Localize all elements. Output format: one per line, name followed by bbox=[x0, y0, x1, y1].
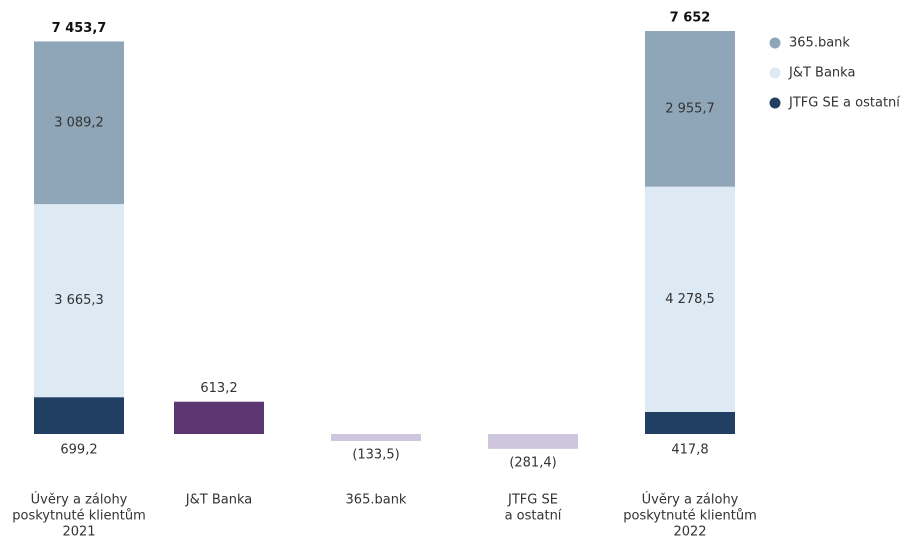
bar-segment bbox=[645, 411, 735, 434]
x-tick-label: Úvěry a zálohy bbox=[642, 492, 739, 508]
bar-segment bbox=[34, 204, 124, 398]
legend-swatch bbox=[769, 97, 781, 109]
x-tick-label: 2021 bbox=[62, 525, 95, 540]
value-label: (281,4) bbox=[509, 455, 556, 470]
legend-label: 365.bank bbox=[789, 36, 850, 51]
value-label: 613,2 bbox=[200, 381, 237, 396]
x-tick-label: Úvěry a zálohy bbox=[31, 492, 128, 508]
x-tick-label: 2022 bbox=[673, 525, 706, 540]
bar-segment bbox=[34, 397, 124, 434]
value-label: (133,5) bbox=[352, 448, 399, 463]
bar-segment bbox=[645, 186, 735, 412]
x-tick-label: JTFG SE bbox=[507, 493, 558, 508]
x-tick-label: J&T Banka bbox=[185, 493, 252, 508]
legend-label: JTFG SE a ostatní bbox=[788, 96, 900, 111]
x-tick-label: poskytnuté klientům bbox=[623, 509, 757, 524]
total-label: 7 453,7 bbox=[52, 21, 107, 36]
x-tick-label: a ostatní bbox=[505, 509, 562, 524]
x-tick-label: 365.bank bbox=[346, 493, 407, 508]
value-label: 3 665,3 bbox=[54, 293, 104, 308]
value-label: 417,8 bbox=[671, 443, 708, 458]
legend-swatch bbox=[769, 37, 781, 49]
value-label: 3 089,2 bbox=[54, 115, 104, 130]
bar-segment bbox=[645, 31, 735, 187]
change-bar bbox=[174, 401, 264, 434]
legend-label: J&T Banka bbox=[788, 66, 855, 81]
bar-segment bbox=[34, 41, 124, 205]
change-bar bbox=[488, 434, 578, 449]
value-label: 699,2 bbox=[60, 443, 97, 458]
total-label: 7 652 bbox=[670, 11, 711, 26]
value-label: 4 278,5 bbox=[665, 292, 715, 307]
value-label: 2 955,7 bbox=[665, 101, 715, 116]
change-bar bbox=[331, 434, 421, 442]
x-tick-label: poskytnuté klientům bbox=[12, 509, 146, 524]
legend-swatch bbox=[769, 67, 781, 79]
